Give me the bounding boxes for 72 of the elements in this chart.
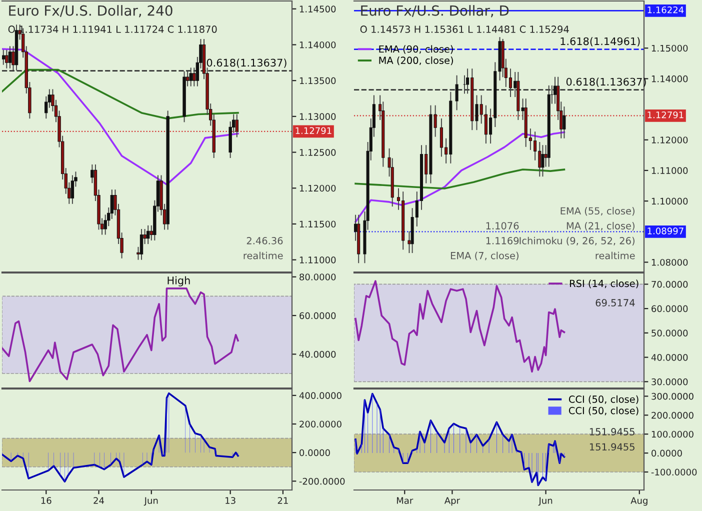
- y-tick-label: 1.13000: [300, 113, 336, 120]
- legend-label: MA (200, close): [379, 56, 453, 66]
- candlestick: [455, 74, 458, 111]
- chart-title: Euro Fx/U.S. Dollar, 240: [9, 5, 172, 18]
- y-tick-label: 60.0000: [652, 305, 688, 312]
- line-series: [354, 168, 566, 190]
- annotation: 151.9455: [590, 428, 634, 436]
- x-tick-label: Aug: [630, 497, 648, 506]
- y-tick-label: 60.0000: [300, 312, 336, 320]
- y-tick-label: 30.0000: [652, 378, 688, 386]
- y-tick-label: 80.0000: [300, 274, 336, 280]
- y-tick-label: 1.11500: [300, 220, 336, 228]
- x-tick-label: 16: [41, 497, 52, 504]
- line-series: [354, 280, 566, 373]
- annotation: MA (21, close): [566, 222, 634, 231]
- y-tick-label: 1.12500: [300, 149, 336, 156]
- legend-label: CCI (50, close): [568, 406, 638, 416]
- y-tick-label: 40.0000: [299, 350, 336, 358]
- y-tick-label: 1.13500: [300, 77, 336, 84]
- annotation: 151.9455: [590, 443, 634, 451]
- y-tick-label: 400.0000: [299, 392, 342, 399]
- ref-line-label: 1.12791: [648, 111, 684, 118]
- x-tick-label: 24: [94, 497, 104, 504]
- annotation: EMA (7, close): [450, 252, 518, 260]
- x-tick-label: 21: [278, 497, 288, 504]
- y-tick-label: 100.0000: [652, 430, 694, 438]
- annotation: realtime: [244, 252, 283, 260]
- y-tick-label: 1.10000: [652, 198, 688, 205]
- x-tick-label: Jun: [144, 497, 158, 506]
- x-tick-label: 13: [226, 497, 236, 504]
- legend-label: CCI (50, close): [568, 395, 638, 404]
- y-tick-label: 1.14000: [300, 41, 336, 48]
- legend-label: RSI (14, close): [570, 280, 638, 288]
- annotation: High: [168, 276, 190, 286]
- y-tick-label: 40.0000: [651, 354, 688, 361]
- x-tick-label: Apr: [444, 497, 460, 506]
- y-tick-label: 1.11000: [300, 256, 336, 264]
- ref-line-label: 1.08997: [648, 228, 684, 234]
- y-tick-label: 50.0000: [652, 330, 688, 336]
- y-tick-label: 70.0000: [652, 280, 688, 288]
- candlestick: [541, 144, 544, 178]
- y-tick-label: 1.14000: [652, 75, 688, 82]
- y-tick-label: 0.0000: [300, 449, 330, 456]
- annotation: realtime: [596, 252, 635, 260]
- y-tick-label: 200.0000: [300, 420, 342, 428]
- line-series: [354, 392, 566, 486]
- annotation: 0.618(1.13637): [206, 58, 286, 68]
- y-tick-label: 1.11000: [652, 167, 688, 174]
- y-tick-label: 1.12000: [652, 136, 688, 144]
- y-tick-label: -100.0000: [651, 468, 697, 476]
- ref-line-label: 1.16224: [648, 6, 684, 14]
- annotation: EMA (55, close): [560, 207, 634, 216]
- y-tick-label: 200.0000: [652, 412, 694, 419]
- y-tick-label: 0.0000: [652, 450, 682, 457]
- annotation: 1.1076: [486, 222, 519, 230]
- y-tick-label: 1.12000: [300, 184, 336, 192]
- y-tick-label: 1.08000: [652, 258, 688, 266]
- x-tick-label: Jun: [538, 497, 552, 506]
- annotation: 1.618(1.14961): [560, 37, 640, 46]
- ref-line-label: 1.12791: [296, 127, 332, 134]
- candlestick: [462, 74, 466, 94]
- y-tick-label: -200.0000: [299, 478, 345, 485]
- text: O 1.14573 H 1.15361 L 1.14481 C 1.15294: [360, 26, 569, 33]
- annotation: 1.1169: [486, 237, 519, 244]
- y-tick-label: 300.0000: [652, 392, 694, 400]
- y-tick-label: 1.15000: [652, 44, 688, 52]
- annotation: 69.5174: [596, 299, 635, 306]
- annotation: 2.46.36: [246, 237, 283, 244]
- y-tick-label: 1.14500: [300, 6, 336, 12]
- annotation: Ichimoku (9, 26, 52, 26): [520, 236, 634, 246]
- x-tick-label: Mar: [397, 497, 414, 504]
- candlestick: [562, 106, 566, 139]
